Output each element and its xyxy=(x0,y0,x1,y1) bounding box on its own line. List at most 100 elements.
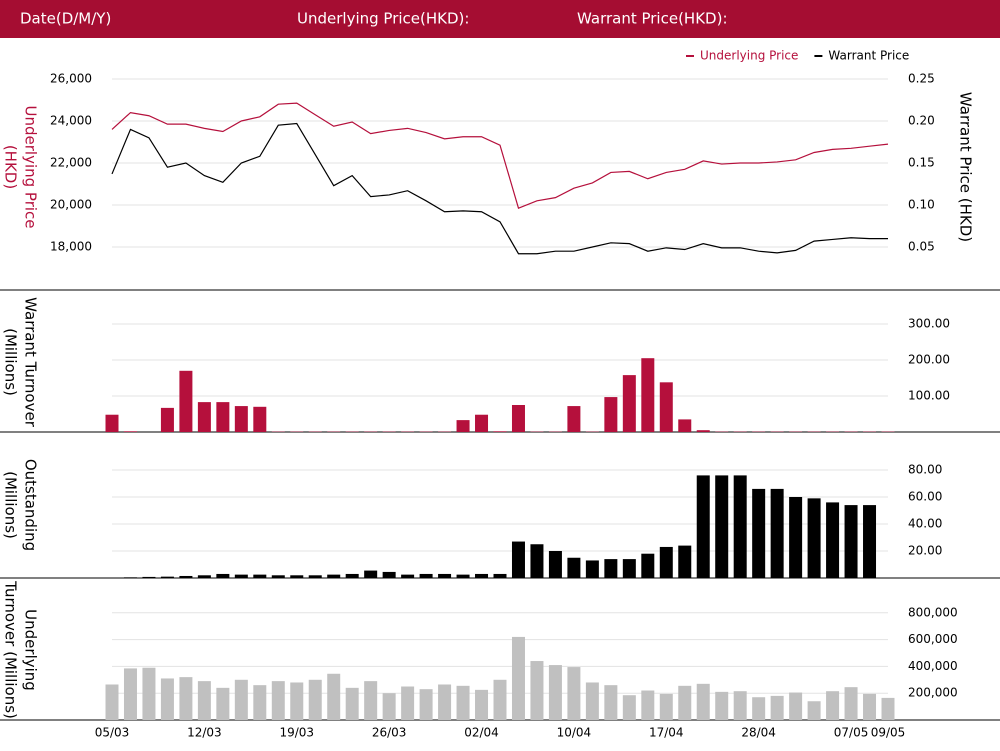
bar xyxy=(715,691,729,720)
bar xyxy=(789,692,803,720)
x-tick-label: 07/05 xyxy=(834,726,869,740)
bar xyxy=(622,375,636,432)
bar xyxy=(696,683,710,720)
bar xyxy=(160,407,174,432)
y-axis-title: (HKD) xyxy=(2,145,20,189)
bar xyxy=(567,557,581,578)
bar xyxy=(696,430,710,432)
header-bar xyxy=(0,0,1000,38)
bar xyxy=(604,559,618,578)
series-line xyxy=(111,122,888,255)
bar xyxy=(253,574,267,578)
bar xyxy=(752,697,766,720)
bar xyxy=(364,570,378,578)
bar xyxy=(844,505,858,578)
y-axis-title: (Millions) xyxy=(2,471,20,539)
y-axis-title: Underlying Price xyxy=(22,105,40,228)
bar xyxy=(419,689,433,720)
bar xyxy=(511,636,525,720)
bar xyxy=(456,685,470,720)
bar xyxy=(160,678,174,720)
x-tick-label: 02/04 xyxy=(464,726,499,740)
bar xyxy=(622,559,636,578)
header-label: Date(D/M/Y) xyxy=(20,10,111,28)
bar xyxy=(382,571,396,578)
y-axis-title: Outstanding xyxy=(22,459,40,551)
bar xyxy=(641,690,655,720)
y-tick-label: 400,000 xyxy=(908,659,958,673)
bar xyxy=(659,382,673,432)
header-label: Underlying Price(HKD): xyxy=(297,10,469,28)
bar xyxy=(567,406,581,432)
legend-label: Warrant Price xyxy=(828,49,909,63)
bar xyxy=(733,691,747,720)
x-tick-label: 05/03 xyxy=(95,726,130,740)
bar xyxy=(475,414,489,432)
bar xyxy=(253,406,267,432)
bar xyxy=(456,574,470,578)
bar xyxy=(142,576,156,578)
bar xyxy=(881,697,895,720)
bar xyxy=(197,402,211,432)
y-tick-label: 22,000 xyxy=(50,156,92,170)
bar xyxy=(493,573,507,578)
bar xyxy=(364,681,378,720)
bar xyxy=(530,544,544,578)
y-tick-label: 20,000 xyxy=(50,198,92,212)
bar xyxy=(770,695,784,720)
bar xyxy=(345,687,359,720)
bar xyxy=(438,573,452,578)
bar xyxy=(216,687,230,720)
bar xyxy=(179,370,193,432)
bar xyxy=(160,576,174,578)
bar xyxy=(253,685,267,720)
bar xyxy=(770,488,784,578)
bar xyxy=(493,679,507,720)
series-line xyxy=(111,102,889,209)
bar xyxy=(807,498,821,578)
bar xyxy=(585,560,599,578)
bar xyxy=(826,502,840,578)
bar xyxy=(401,574,415,578)
y-axis-title: Turnover (Millions) xyxy=(2,580,20,719)
bar xyxy=(475,573,489,578)
bar xyxy=(105,684,119,720)
bar xyxy=(826,691,840,720)
bar xyxy=(475,689,489,720)
bar xyxy=(715,475,729,578)
bar xyxy=(789,497,803,578)
bar xyxy=(290,682,304,720)
x-tick-label: 26/03 xyxy=(372,726,407,740)
bar xyxy=(123,577,137,578)
bar xyxy=(308,575,322,578)
bar xyxy=(345,573,359,578)
y-tick-label: 18,000 xyxy=(50,240,92,254)
bar xyxy=(216,402,230,432)
bar xyxy=(142,667,156,720)
y-tick-label: 20.00 xyxy=(908,544,942,558)
x-tick-label: 10/04 xyxy=(557,726,592,740)
bar xyxy=(234,574,248,578)
bar xyxy=(752,488,766,578)
y-tick-label: 200.00 xyxy=(908,353,950,367)
bar xyxy=(548,551,562,578)
bar xyxy=(604,685,618,720)
y2-tick-label: 0.20 xyxy=(908,114,935,128)
y2-tick-label: 0.10 xyxy=(908,198,935,212)
bar xyxy=(641,358,655,432)
y-tick-label: 100.00 xyxy=(908,389,950,403)
bar xyxy=(197,575,211,578)
bar xyxy=(308,679,322,720)
bar xyxy=(327,574,341,578)
bar xyxy=(659,693,673,720)
y-axis-title: Warrant Turnover xyxy=(22,297,40,428)
y-tick-label: 800,000 xyxy=(908,605,958,619)
bar xyxy=(622,695,636,720)
bar xyxy=(511,405,525,432)
bar xyxy=(179,575,193,578)
bar xyxy=(493,431,507,432)
y-tick-label: 26,000 xyxy=(50,72,92,86)
x-tick-label: 19/03 xyxy=(279,726,314,740)
bar xyxy=(197,681,211,720)
bar xyxy=(327,673,341,720)
